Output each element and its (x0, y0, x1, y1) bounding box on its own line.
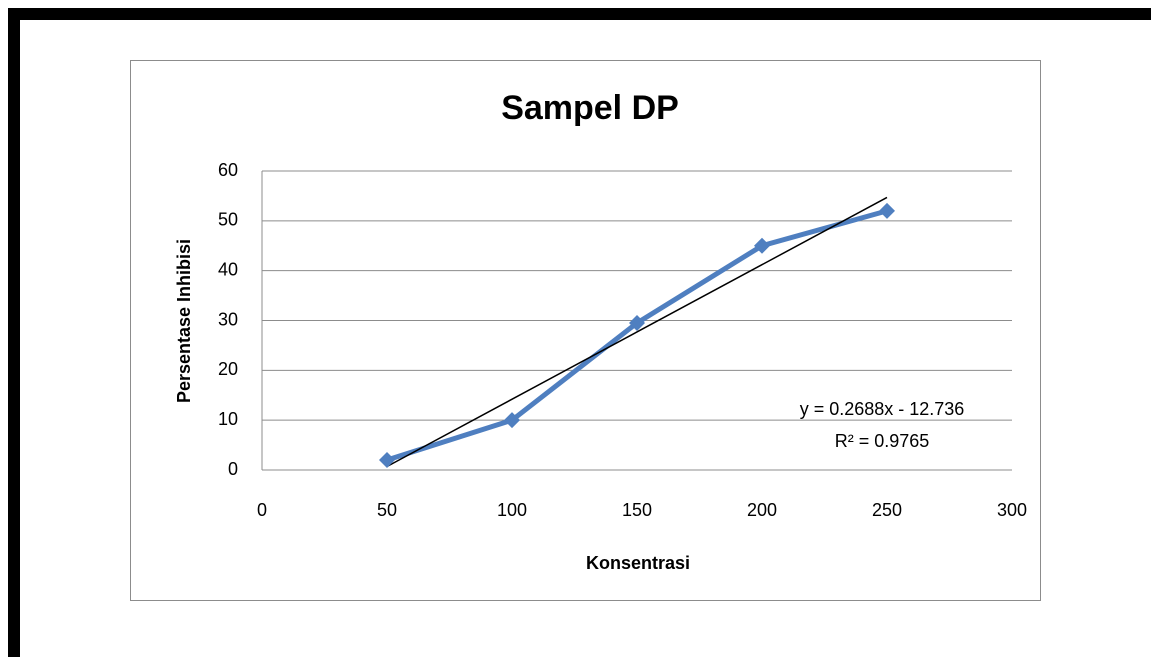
page-border-top (8, 8, 1151, 20)
y-tick-label: 60 (218, 160, 238, 180)
x-tick-label: 200 (747, 500, 777, 520)
trendline-r-squared: R² = 0.9765 (835, 431, 930, 451)
y-axis-title: Persentase Inhibisi (174, 239, 194, 403)
page-border-left (8, 8, 20, 657)
x-tick-label: 300 (997, 500, 1027, 520)
y-tick-label: 30 (218, 309, 238, 329)
x-tick-label: 100 (497, 500, 527, 520)
page: {"chart_data": {"type": "line", "title":… (0, 0, 1151, 657)
x-tick-label: 250 (872, 500, 902, 520)
series-line (387, 211, 887, 460)
y-tick-label: 50 (218, 210, 238, 230)
data-point (879, 203, 895, 219)
data-point (379, 452, 395, 468)
y-tick-label: 0 (228, 459, 238, 479)
x-tick-label: 50 (377, 500, 397, 520)
y-tick-label: 20 (218, 359, 238, 379)
trendline (387, 197, 887, 466)
trendline-equation: y = 0.2688x - 12.736 (800, 399, 965, 419)
chart: Sampel DP Konsentrasi Persentase Inhibis… (0, 0, 1151, 657)
x-tick-label: 0 (257, 500, 267, 520)
chart-title: Sampel DP (501, 89, 679, 127)
y-tick-label: 10 (218, 409, 238, 429)
x-axis-title: Konsentrasi (586, 553, 690, 573)
y-tick-label: 40 (218, 259, 238, 279)
x-tick-label: 150 (622, 500, 652, 520)
